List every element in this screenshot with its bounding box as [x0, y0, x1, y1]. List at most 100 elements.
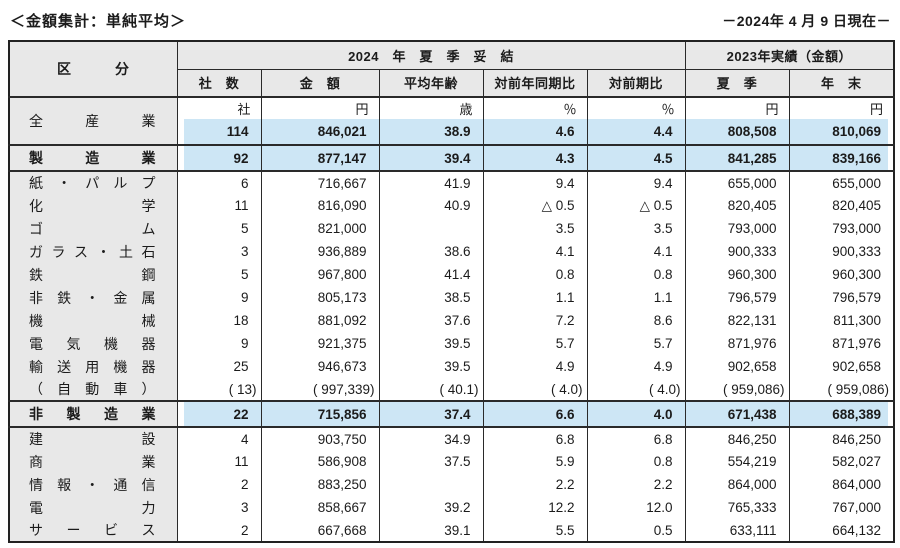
units-row: 全産業社円歳％％円円: [8, 96, 895, 145]
category-label: ガラス・土石: [29, 243, 156, 260]
value-cell: 902,658: [684, 355, 790, 378]
category-label: 機械: [29, 312, 156, 329]
table-row: 化学 11 816,090 40.9 △ 0.5 △ 0.5 820,405 820,405: [8, 194, 895, 217]
table-body: 全産業社円歳％％円円 114 846,021 38.9 4.6 4.4 808,508 810…: [8, 96, 895, 542]
value-cell: 2: [176, 519, 262, 542]
value-cell: 688,389: [788, 400, 895, 427]
value-cell: 0.5: [586, 519, 686, 542]
column-header-yoy: 対前年同期比: [482, 68, 588, 98]
value-cell: 582,027: [788, 450, 895, 473]
category-cell: 非鉄・金属: [8, 286, 178, 309]
category-cell: 情報・通信: [8, 473, 178, 496]
value-cell: 822,131: [684, 309, 790, 332]
value-cell: 2: [176, 473, 262, 496]
value-cell: 816,090: [260, 194, 380, 217]
value-cell: 805,173: [260, 286, 380, 309]
value-cell: 793,000: [788, 217, 895, 240]
value-cell: 4.9: [482, 355, 588, 378]
value-cell: 664,132: [788, 519, 895, 542]
table-row: 機械 18 881,092 37.6 7.2 8.6 822,131 811,300: [8, 309, 895, 332]
value-cell: 946,673: [260, 355, 380, 378]
category-cell: 非製造業: [8, 400, 178, 427]
value-cell: 2.2: [586, 473, 686, 496]
table-row: 鉄鋼 5 967,800 41.4 0.8 0.8 960,300 960,300: [8, 263, 895, 286]
value-cell: 839,166: [788, 144, 895, 171]
value-cell: ( 4.0): [586, 378, 686, 401]
value-cell: 902,658: [788, 355, 895, 378]
category-label: 製造業: [29, 150, 156, 166]
wage-summary-table: 区 分 2024 年 夏 季 妥 結 2023年実績（金額） 社 数 金 額 平…: [8, 40, 896, 543]
column-header-companies: 社 数: [176, 68, 262, 98]
column-group-2024-settlement: 2024 年 夏 季 妥 結: [176, 40, 686, 70]
value-cell: ( 13): [176, 378, 262, 401]
value-cell: ( 959,086): [788, 378, 895, 401]
value-cell: 0.8: [482, 263, 588, 286]
value-cell: 0.8: [586, 450, 686, 473]
table-row: ゴム 5 821,000 3.5 3.5 793,000 793,000: [8, 217, 895, 240]
category-cell: 製造業: [8, 144, 178, 171]
value-cell: 3.5: [482, 217, 588, 240]
table-row: 情報・通信 2 883,250 2.2 2.2 864,000 864,000: [8, 473, 895, 496]
category-cell: 紙・パルプ: [8, 170, 178, 194]
value-cell: 22: [176, 400, 262, 427]
unit-cell: 円: [260, 96, 380, 119]
table-row: 紙・パルプ 6 716,667 41.9 9.4 9.4 655,000 655,000: [8, 170, 895, 194]
table-row: ガラス・土石 3 936,889 38.6 4.1 4.1 900,333 900,333: [8, 240, 895, 263]
value-cell: 667,668: [260, 519, 380, 542]
category-label: 非製造業: [29, 406, 156, 422]
table-row: サービス 2 667,668 39.1 5.5 0.5 633,111 664,132: [8, 519, 895, 542]
value-cell: 5: [176, 263, 262, 286]
value-cell: 811,300: [788, 309, 895, 332]
category-label: 非鉄・金属: [29, 289, 156, 306]
value-cell: 3.5: [586, 217, 686, 240]
column-header-kubun: 区 分: [8, 40, 178, 98]
category-label: 化学: [29, 197, 156, 214]
value-cell: 767,000: [788, 496, 895, 519]
value-cell: 5.7: [482, 332, 588, 355]
value-cell: ( 997,339): [260, 378, 380, 401]
value-cell: 4.5: [586, 144, 686, 171]
page-header: ＜金額集計：単純平均＞ －2024年 4 月 9 日現在－: [8, 8, 893, 40]
value-cell: 6: [176, 170, 262, 194]
category-cell: 全産業: [8, 96, 178, 145]
value-cell: 11: [176, 194, 262, 217]
unit-cell: 歳: [378, 96, 484, 119]
category-label: 輸送用機器: [29, 358, 156, 375]
category-cell: サービス: [8, 519, 178, 542]
column-group-2023-results: 2023年実績（金額）: [684, 40, 895, 70]
value-cell: 4.0: [586, 400, 686, 427]
category-label: 全産業: [29, 113, 156, 129]
value-cell: 7.2: [482, 309, 588, 332]
value-cell: 858,667: [260, 496, 380, 519]
table-row: 電気機器 9 921,375 39.5 5.7 5.7 871,976 871,976: [8, 332, 895, 355]
category-cell: 鉄鋼: [8, 263, 178, 286]
value-cell: 4.1: [482, 240, 588, 263]
value-cell: ( 4.0): [482, 378, 588, 401]
value-cell: 25: [176, 355, 262, 378]
value-cell: 554,219: [684, 450, 790, 473]
group-header-row: 区 分 2024 年 夏 季 妥 結 2023年実績（金額）: [8, 40, 895, 98]
category-label: ゴム: [29, 220, 156, 237]
value-cell: 4.6: [482, 119, 588, 145]
value-cell: 41.4: [378, 263, 484, 286]
page-title: ＜金額集計：単純平均＞: [10, 13, 187, 30]
value-cell: 715,856: [260, 400, 380, 427]
value-cell: 967,800: [260, 263, 380, 286]
value-cell: 793,000: [684, 217, 790, 240]
value-cell: 5.7: [586, 332, 686, 355]
value-cell: 1.1: [482, 286, 588, 309]
value-cell: 9.4: [586, 170, 686, 194]
value-cell: 38.6: [378, 240, 484, 263]
value-cell: 5: [176, 217, 262, 240]
category-cell: 機械: [8, 309, 178, 332]
category-label: 情報・通信: [29, 476, 156, 493]
value-cell: 877,147: [260, 144, 380, 171]
value-cell: 655,000: [788, 170, 895, 194]
subheader-row: 社 数 金 額 平均年齢 対前年同期比 対前期比 夏 季 年 末: [9, 68, 895, 98]
value-cell: 936,889: [260, 240, 380, 263]
unit-cell: ％: [586, 96, 686, 119]
value-cell: 38.9: [378, 119, 484, 145]
value-cell: 6.6: [482, 400, 588, 427]
value-cell: 960,300: [684, 263, 790, 286]
value-cell: 41.9: [378, 170, 484, 194]
